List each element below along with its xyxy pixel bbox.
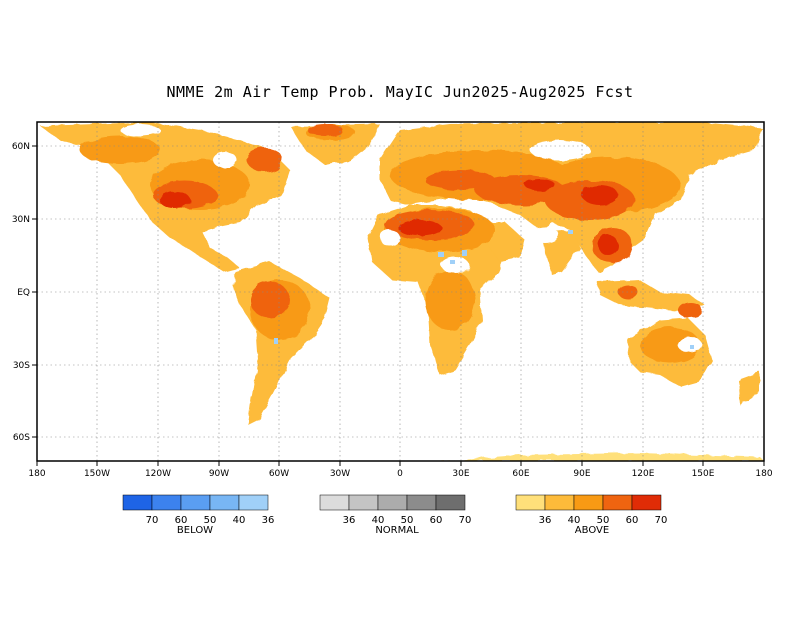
legend-above-label-60: 60 [626,515,639,526]
y-label-30s: 30S [13,361,30,371]
legend-normal-swatch-60 [406,494,437,511]
x-label-180w: 180 [28,469,45,479]
x-label-120e: 120E [632,469,655,479]
legend-normal-label-70: 70 [459,515,472,526]
no-signal-patches [120,124,702,353]
x-axis-labels: 180 150W 120W 90W 60W 30W 0 30E 60E 90E … [28,469,772,479]
x-label-120w: 120W [145,469,171,479]
legend-below-swatch-70 [122,494,153,511]
legend-above: 36 40 50 60 70 ABOVE [515,494,668,536]
legend-above-swatch-70 [631,494,662,511]
legend-normal-title: NORMAL [375,525,419,536]
legend-above-label-50: 50 [597,515,610,526]
x-label-30w: 30W [330,469,350,479]
legend-normal-swatch-40 [348,494,379,511]
legend-above-swatch-36 [515,494,546,511]
legend-below-title: BELOW [177,525,213,536]
legend-normal-label-40: 40 [372,515,385,526]
x-label-60e: 60E [512,469,529,479]
legend-below-swatch-50 [180,494,211,511]
legend-above-swatch-50 [573,494,604,511]
legend-normal-label-50: 50 [401,515,414,526]
y-label-30n: 30N [12,215,30,225]
legend-below-swatch-36 [238,494,269,511]
x-label-150w: 150W [84,469,110,479]
x-label-90e: 90E [573,469,590,479]
legend-below-label-60: 60 [175,515,188,526]
legend-below-swatch-40 [209,494,240,511]
legend-above-label-70: 70 [655,515,668,526]
x-label-90w: 90W [209,469,229,479]
y-label-60n: 60N [12,142,30,152]
legend-normal: 36 40 50 60 70 NORMAL [319,494,472,536]
legend-below-swatch-60 [151,494,182,511]
legend-normal-swatch-70 [435,494,466,511]
legend-above-swatch-60 [602,494,633,511]
legend-above-title: ABOVE [575,525,609,536]
map-title: NMME 2m Air Temp Prob. MayIC Jun2025-Aug… [166,83,634,101]
y-label-eq: EQ [17,288,30,298]
legend-below-label-36: 36 [262,515,275,526]
y-label-60s: 60S [13,433,30,443]
legend-below-label-40: 40 [233,515,246,526]
legend-normal-swatch-50 [377,494,408,511]
legend-normal-label-60: 60 [430,515,443,526]
legend-below-label-50: 50 [204,515,217,526]
prob-70-areas [160,179,618,255]
legend-above-label-40: 40 [568,515,581,526]
legend-above-swatch-40 [544,494,575,511]
x-label-150e: 150E [692,469,715,479]
legend-normal-label-36: 36 [343,515,356,526]
axis-ticks [32,145,765,466]
legend-below-label-70: 70 [146,515,159,526]
x-label-0: 0 [397,469,403,479]
x-label-180e: 180 [755,469,772,479]
legend-normal-swatch-36 [319,494,350,511]
legend-above-label-36: 36 [539,515,552,526]
x-label-30e: 30E [452,469,469,479]
legend-below: 70 60 50 40 36 BELOW [122,494,275,536]
y-axis-labels: 60N 30N EQ 30S 60S [12,142,30,443]
x-label-60w: 60W [269,469,289,479]
below-normal-speckles [274,230,694,349]
